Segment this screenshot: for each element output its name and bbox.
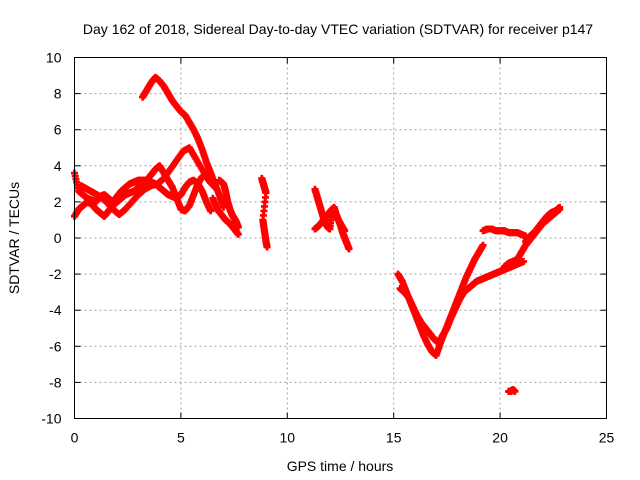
x-tick-label: 0 (71, 430, 79, 446)
data-marks (71, 73, 564, 395)
y-tick-label: -8 (49, 374, 62, 390)
x-tick-label: 25 (599, 430, 615, 446)
y-tick-label: 8 (54, 86, 62, 102)
plot-frame (74, 57, 607, 419)
y-tick-label: 10 (46, 50, 62, 66)
series-arc-dip-secondary (396, 257, 528, 347)
series-arc-high-peak (139, 73, 227, 211)
x-tick-label: 15 (386, 430, 402, 446)
series-arc-morning-tail (215, 176, 242, 231)
series-arc-hour-11-12-b (311, 205, 349, 235)
data-point-marker (341, 227, 349, 235)
data-point-marker (207, 207, 215, 215)
chart-title: Day 162 of 2018, Sidereal Day-to-day VTE… (83, 21, 593, 37)
y-tick-label: -6 (49, 338, 62, 354)
data-point-marker (511, 387, 519, 395)
grid-lines (74, 57, 607, 419)
y-tick-label: -4 (49, 302, 62, 318)
series-outlier-low (505, 386, 519, 395)
data-point-marker (234, 230, 242, 238)
series-arc-morning-tail-b (209, 194, 242, 238)
y-axis-label: SDTVAR / TECUs (6, 182, 22, 294)
y-tick-label: -2 (49, 266, 62, 282)
x-axis-label: GPS time / hours (287, 458, 394, 474)
data-point-marker (479, 241, 487, 249)
data-point-marker (345, 245, 353, 253)
series-arc-evening-rise-b (522, 203, 564, 246)
y-tick-label: 2 (54, 194, 62, 210)
series-arc-early-cluster-b (71, 162, 206, 220)
data-point-marker (520, 257, 528, 265)
x-tick-label: 10 (280, 430, 296, 446)
series-arc-evening-flat (479, 225, 530, 240)
data-point-marker (263, 243, 271, 251)
y-tick-label: 4 (54, 158, 62, 174)
y-tick-label: -10 (41, 411, 61, 427)
series-arc-early-cluster-c (77, 144, 219, 219)
series-arc-hour-9 (258, 174, 271, 251)
x-tick-label: 20 (492, 430, 508, 446)
series-arc-hour-11-12 (311, 185, 353, 253)
y-tick-label: 0 (54, 230, 62, 246)
data-point-marker (556, 203, 564, 211)
y-tick-label: 6 (54, 122, 62, 138)
x-tick-label: 5 (177, 430, 185, 446)
tick-labels: 0 5 10 15 20 25 -10 -8 -6 -4 -2 0 2 4 6 8 10 (41, 50, 614, 446)
